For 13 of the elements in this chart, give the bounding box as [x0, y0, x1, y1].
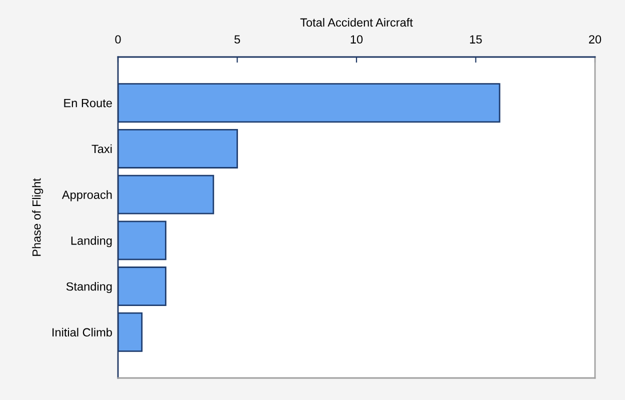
x-tick-label: 0 — [115, 35, 121, 44]
y-tick-label: Initial Climb — [52, 328, 112, 337]
x-tick-label: 20 — [589, 35, 602, 44]
y-tick-label: Taxi — [92, 144, 112, 154]
y-tick-label: Landing — [71, 236, 112, 248]
x-tick-label: 10 — [350, 35, 363, 44]
x-tick-label: 5 — [234, 35, 240, 44]
y-tick-label: Approach — [62, 190, 112, 202]
y-tick-label: Standing — [66, 282, 112, 294]
y-axis-title: Phase of Flight — [32, 178, 44, 256]
x-axis-title: Total Accident Aircraft — [300, 18, 413, 27]
x-tick-label: 15 — [470, 35, 482, 44]
y-tick-label: En Route — [64, 99, 112, 108]
